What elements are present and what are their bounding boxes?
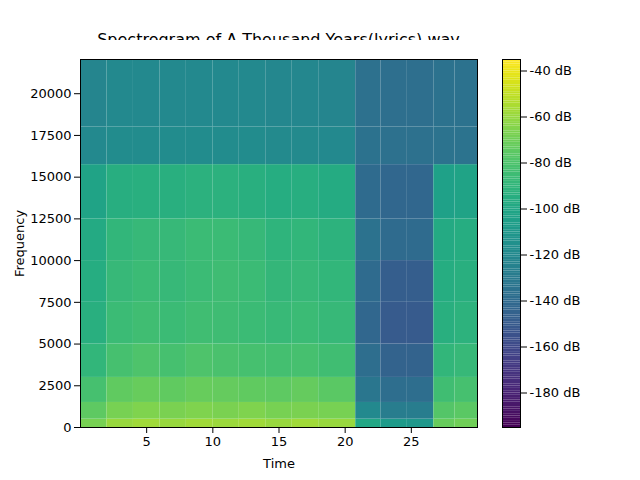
svg-text:-60 dB: -60 dB — [530, 109, 573, 124]
svg-text:12500: 12500 — [30, 211, 71, 226]
svg-text:25: 25 — [403, 434, 420, 449]
svg-text:10000: 10000 — [30, 253, 71, 268]
svg-text:20000: 20000 — [30, 86, 71, 101]
svg-text:Frequency: Frequency — [12, 210, 27, 277]
svg-text:-40 dB: -40 dB — [530, 63, 573, 78]
svg-text:-140 dB: -140 dB — [530, 293, 581, 308]
svg-text:17500: 17500 — [30, 128, 71, 143]
svg-text:5000: 5000 — [38, 336, 71, 351]
svg-text:-100 dB: -100 dB — [530, 201, 581, 216]
svg-text:Time: Time — [262, 456, 295, 471]
svg-text:-180 dB: -180 dB — [530, 385, 581, 400]
svg-text:10: 10 — [205, 434, 222, 449]
svg-text:-160 dB: -160 dB — [530, 339, 581, 354]
svg-text:0: 0 — [63, 420, 71, 435]
svg-text:7500: 7500 — [38, 294, 71, 309]
html-text:Spectrogram of A Thousand Year: Spectrogram of A Thousand Years(lyrics).… — [97, 30, 460, 49]
svg-text:15: 15 — [271, 434, 288, 449]
svg-text:-120 dB: -120 dB — [530, 247, 581, 262]
svg-text:15000: 15000 — [30, 169, 71, 184]
svg-text:5: 5 — [143, 434, 151, 449]
svg-text:-80 dB: -80 dB — [530, 155, 573, 170]
svg-text:2500: 2500 — [38, 378, 71, 393]
svg-text:20: 20 — [337, 434, 354, 449]
